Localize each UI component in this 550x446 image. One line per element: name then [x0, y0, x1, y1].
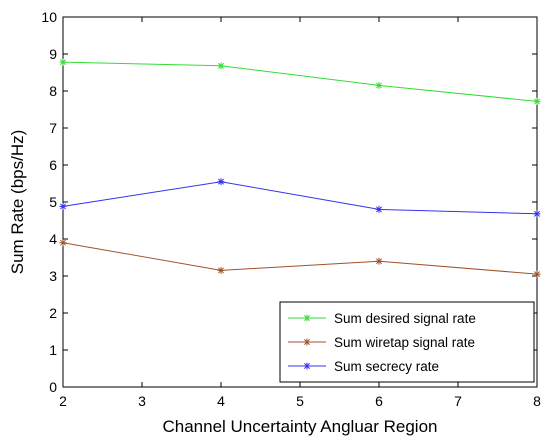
y-tick-label: 8 [49, 83, 57, 99]
data-point-marker [217, 266, 225, 274]
legend-entry-label: Sum wiretap signal rate [334, 335, 475, 350]
data-point-marker [375, 81, 383, 89]
data-point-marker [217, 62, 225, 70]
data-point-marker [59, 202, 67, 210]
legend-entry-label: Sum desired signal rate [334, 311, 476, 326]
x-tick-label: 4 [217, 393, 225, 409]
data-point-marker [375, 205, 383, 213]
legend-marker [303, 314, 311, 322]
data-point-marker [375, 257, 383, 265]
legend-marker [303, 338, 311, 346]
x-tick-label: 3 [138, 393, 146, 409]
data-point-marker [533, 210, 541, 218]
x-tick-label: 2 [59, 393, 67, 409]
legend-marker [303, 362, 311, 370]
y-tick-label: 3 [49, 268, 57, 284]
data-point-marker [59, 239, 67, 247]
legend-entry-label: Sum secrecy rate [334, 359, 439, 374]
x-tick-label: 8 [533, 393, 541, 409]
y-tick-label: 0 [49, 379, 57, 395]
data-point-marker [59, 58, 67, 66]
series-line-1 [62, 61, 538, 102]
y-tick-label: 2 [49, 305, 57, 321]
x-tick-label: 7 [454, 393, 462, 409]
series-line-3 [62, 181, 538, 215]
y-axis: 0 1 2 3 4 5 6 7 8 9 10 [41, 9, 537, 395]
series-line-2 [62, 242, 538, 275]
y-tick-label: 7 [49, 120, 57, 136]
data-point-marker [533, 270, 541, 278]
x-axis: 2 3 4 5 6 7 8 [59, 17, 541, 409]
y-tick-label: 6 [49, 157, 57, 173]
x-tick-label: 6 [375, 393, 383, 409]
y-tick-label: 4 [49, 231, 57, 247]
y-tick-label: 5 [49, 194, 57, 210]
y-tick-label: 1 [49, 342, 57, 358]
data-point-marker [533, 97, 541, 105]
series-layer [59, 58, 541, 278]
data-point-marker [217, 178, 225, 186]
y-tick-label: 9 [49, 46, 57, 62]
x-tick-label: 5 [296, 393, 304, 409]
y-tick-label: 10 [41, 9, 57, 25]
x-axis-label: Channel Uncertainty Angluar Region [162, 417, 437, 436]
legend: Sum desired signal rate Sum wiretap signa… [279, 301, 535, 383]
y-axis-label: Sum Rate (bps/Hz) [8, 130, 27, 275]
